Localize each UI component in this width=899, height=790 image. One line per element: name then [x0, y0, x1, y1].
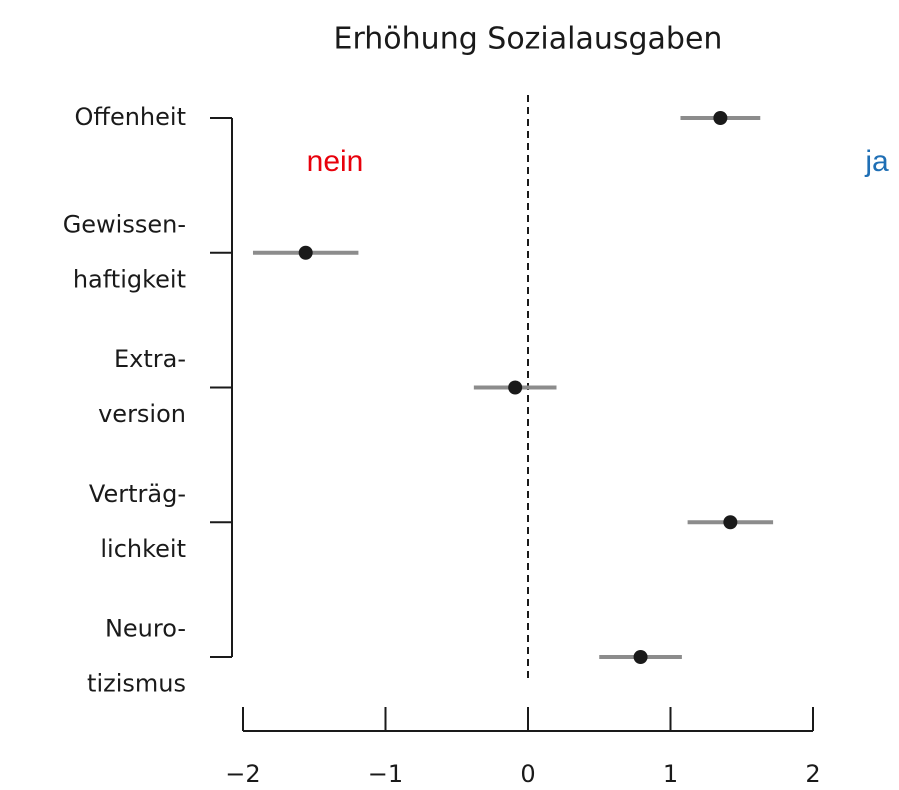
annotation: nein — [307, 145, 364, 178]
x-tick-label: −1 — [368, 760, 403, 788]
x-tick-label: 0 — [520, 760, 535, 788]
y-tick-label: Verträg-lichkeit — [89, 480, 186, 563]
y-tick-label: Gewissen-haftigkeit — [63, 210, 186, 293]
y-tick-label: Neuro-tizismus — [87, 615, 186, 698]
y-tick-label: Offenheit — [75, 103, 186, 131]
dot — [723, 515, 738, 530]
x-tick-label: −2 — [225, 760, 260, 788]
dot — [298, 245, 313, 260]
chart-title: Erhöhung Sozialausgaben — [334, 22, 723, 57]
dot — [713, 111, 728, 125]
x-tick-label: 1 — [663, 760, 678, 788]
dot — [633, 650, 648, 664]
annotation: ja — [864, 145, 889, 178]
dot — [508, 380, 523, 395]
x-tick-label: 2 — [805, 760, 820, 788]
y-tick-label: Extra-version — [98, 345, 186, 428]
